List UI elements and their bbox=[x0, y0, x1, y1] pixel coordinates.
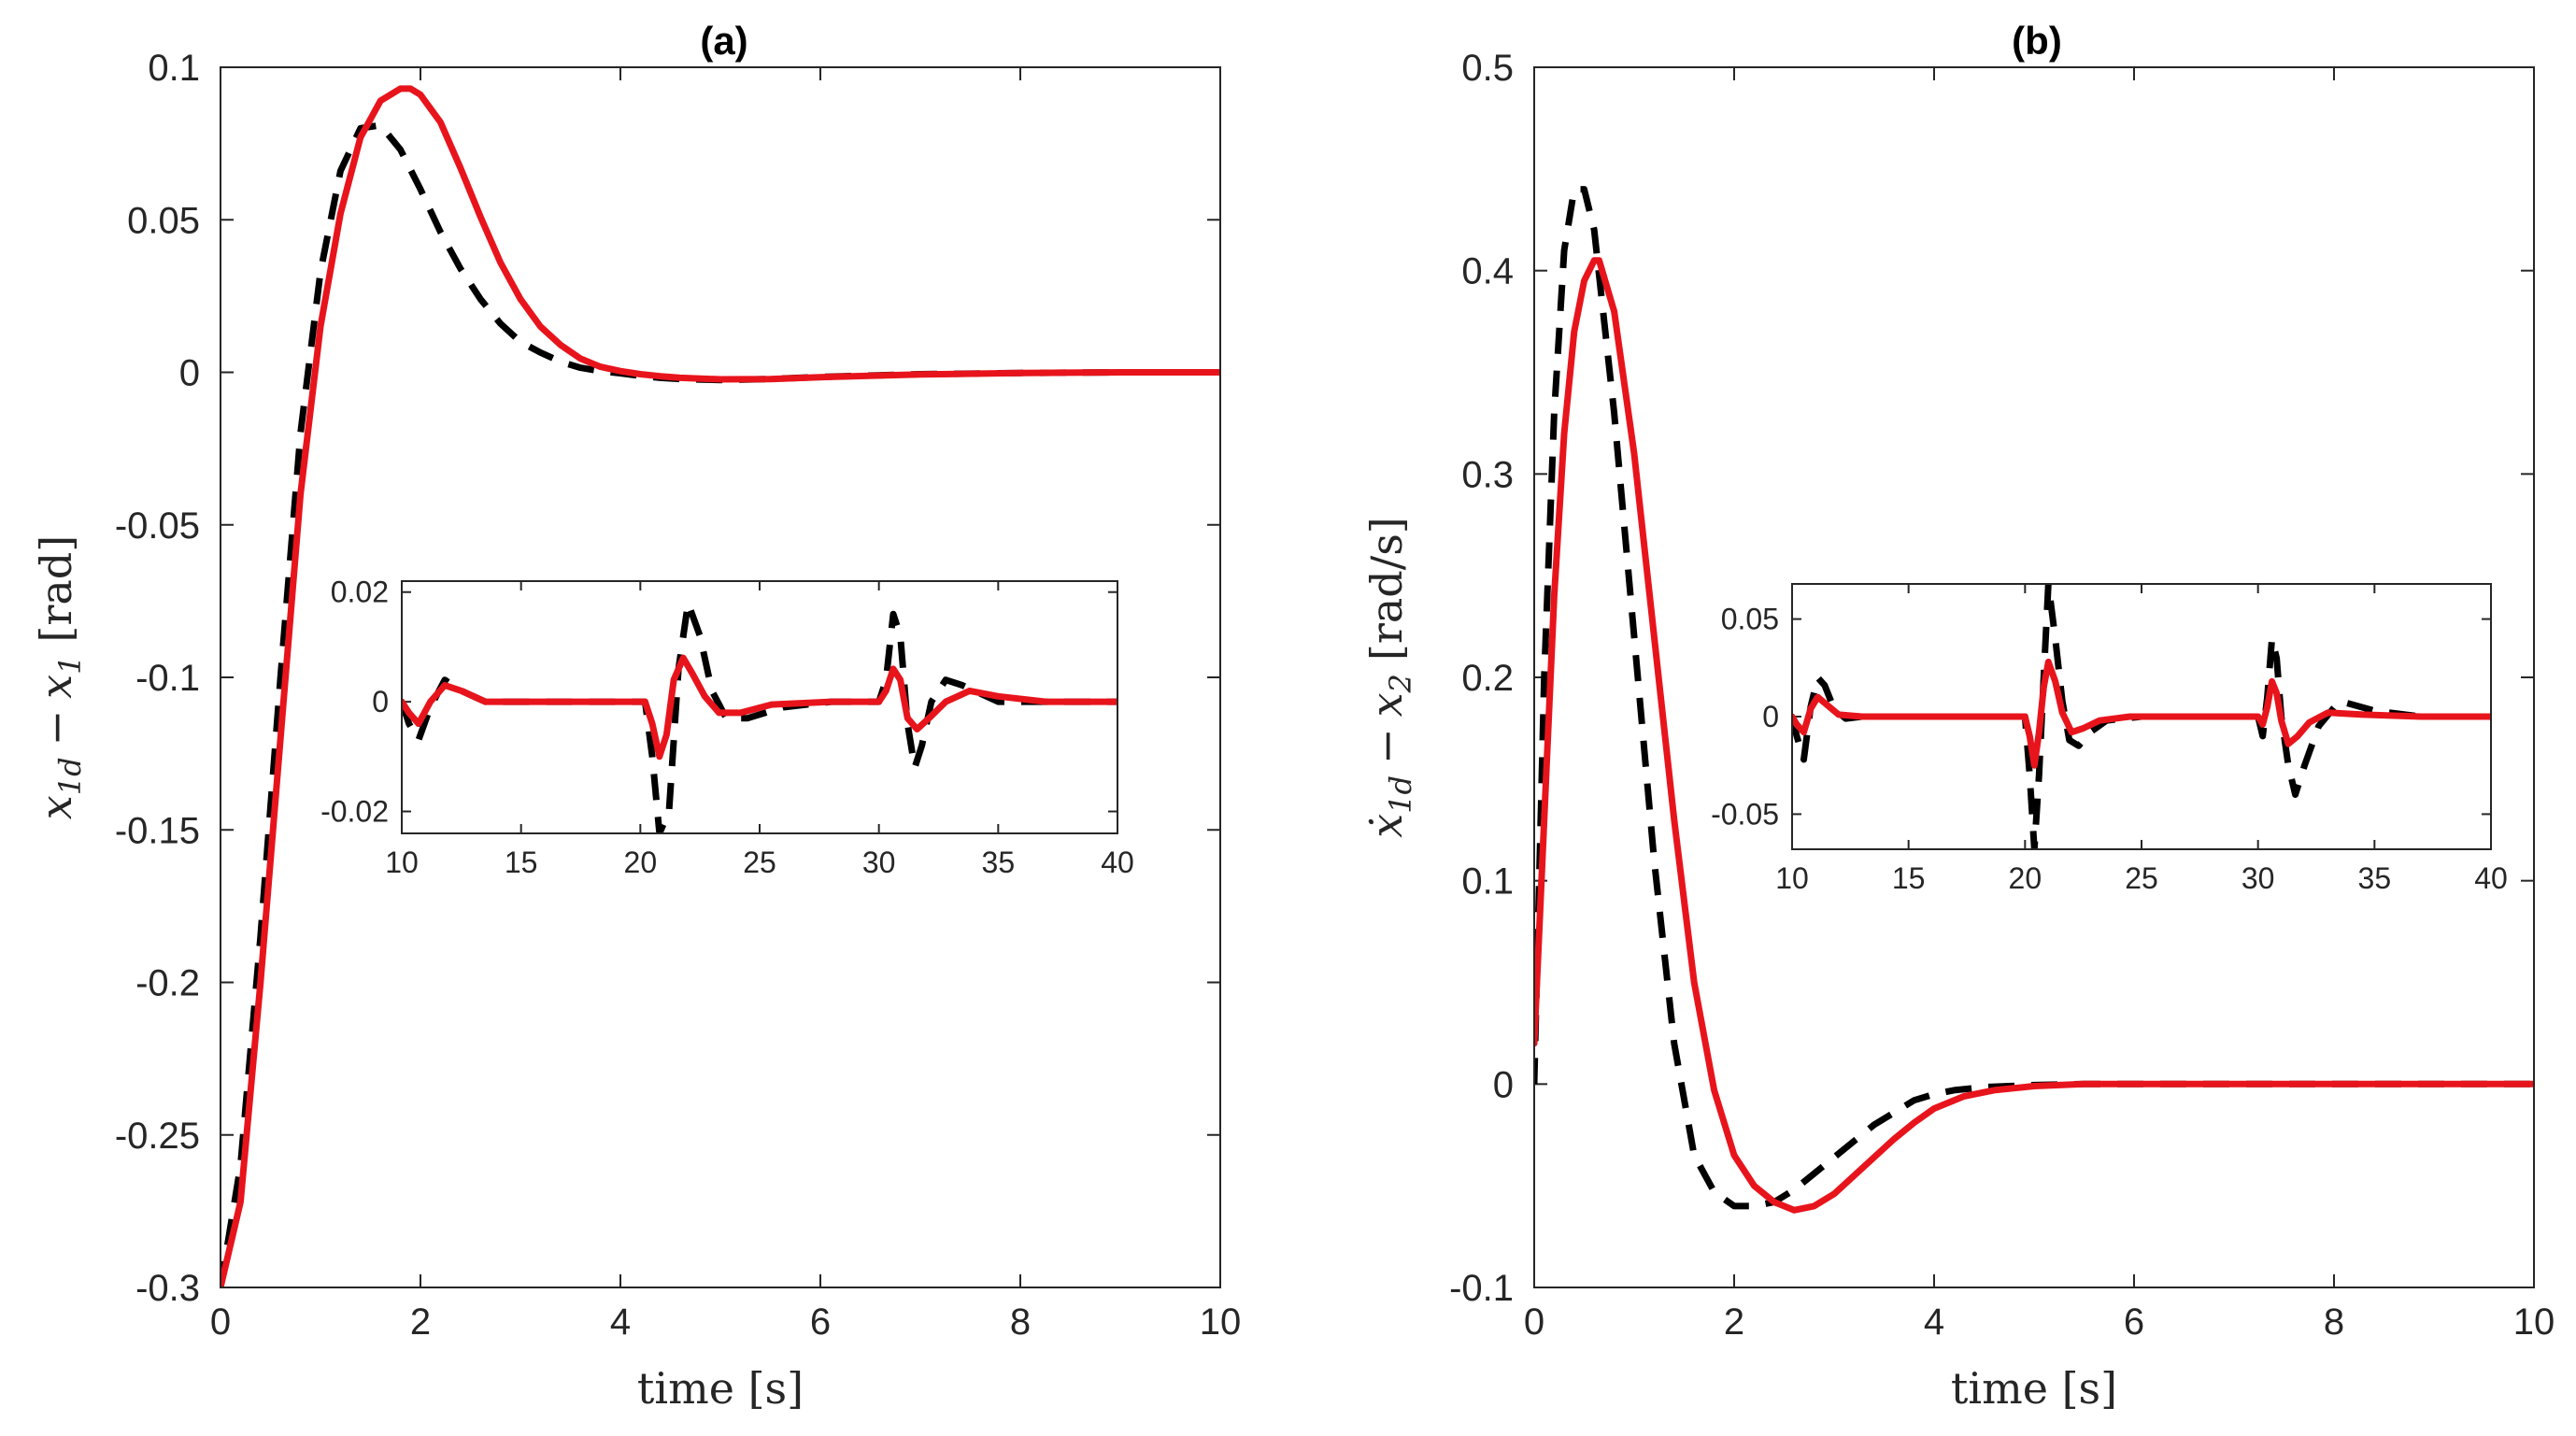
panel-b-inset-series-clip bbox=[1792, 584, 2491, 849]
panel-a-xlabel: time [s] bbox=[637, 1363, 804, 1414]
panel-b-inset-inset-solid-red-line bbox=[1792, 659, 2491, 769]
panel-b-ytick-label: 0.4 bbox=[1461, 251, 1514, 292]
panel-a-xtick-label: 4 bbox=[610, 1301, 631, 1343]
panel-a-ytick-label: -0.25 bbox=[115, 1116, 200, 1157]
panel-b-inset-xtick-label: 10 bbox=[1775, 861, 1809, 895]
panel-b-inset-ytick-label: 0.05 bbox=[1721, 603, 1779, 636]
panel-b-xtick-label: 4 bbox=[1924, 1301, 1944, 1343]
panel-a-inset-xtick-label: 10 bbox=[385, 846, 419, 879]
panel-a-xtick-label: 6 bbox=[810, 1301, 831, 1343]
panel-a-inset-series-clip bbox=[402, 600, 1117, 833]
panel-b-xlabel: time [s] bbox=[1951, 1363, 2117, 1414]
panel-a-ylabel: x1d−x1[rad] bbox=[31, 535, 88, 819]
panel-b-ylabel-sub1: 1d bbox=[1383, 775, 1418, 814]
panel-b-solid-red-line bbox=[1534, 257, 2534, 1214]
panel-b-inset-ytick-label: -0.05 bbox=[1711, 797, 1779, 831]
panel-b-ytick-label: 0 bbox=[1493, 1064, 1514, 1105]
panel-b-ytick-label: 0.2 bbox=[1461, 658, 1514, 699]
panel-a-series-clip bbox=[221, 85, 1220, 1287]
panel-b-inset-inset-dashed-black-line bbox=[1792, 584, 2491, 849]
panel-a-ylabel-sub1: 1d bbox=[52, 757, 88, 795]
panel-b-inset-series bbox=[1792, 584, 2491, 849]
panel-b-xtick-label: 10 bbox=[2513, 1301, 2555, 1343]
panel-a-series bbox=[221, 85, 1220, 1287]
panel-a-ytick-label: -0.2 bbox=[135, 963, 200, 1004]
panel-a-ytick-label: -0.3 bbox=[135, 1268, 200, 1309]
panel-a-ylabel-sub2: 1 bbox=[52, 656, 88, 675]
panel-b-ylabel-var2: x bbox=[1361, 692, 1412, 717]
panel-a-ylabel-var1: x bbox=[31, 795, 81, 819]
panel-a-ticks: 0 2 4 6 8 10 -0.3 -0.25 -0.2 -0.15 -0.1 -0.05 0 0.05 0… bbox=[115, 48, 1241, 1343]
panel-a-inset-ytick-label: -0.02 bbox=[320, 795, 389, 829]
panel-b-inset-xtick-label: 40 bbox=[2474, 861, 2508, 895]
panel-a-inset-ytick-label: 0 bbox=[372, 685, 389, 718]
panel-b-inset: 10 15 20 25 30 35 40 0.05 0 -0.05 bbox=[1711, 583, 2508, 895]
panel-b: (b) 0 2 4 6 8 10-0.100.10.20.30.40.5 time [s]… bbox=[1361, 19, 2555, 1414]
panel-a-ytick-label: 0 bbox=[179, 353, 200, 394]
panel-b-ylabel-var1: ẋ bbox=[1361, 814, 1412, 838]
panel-a-inset-xtick-label: 30 bbox=[862, 846, 896, 879]
panel-b-ytick-label: 0.3 bbox=[1461, 454, 1514, 495]
panel-b-inset-xtick-label: 35 bbox=[2358, 861, 2392, 895]
panel-b-inset-ticks: 10 15 20 25 30 35 40 0.05 0 -0.05 bbox=[1711, 584, 2508, 895]
panel-a: (a) 0 2 4 6 8 10-0.3-0.25-0.2-0.15-0.1-0.0500… bbox=[31, 19, 1241, 1414]
panel-a-plot-frame bbox=[220, 66, 1221, 1288]
panel-b-inset-xtick-label: 20 bbox=[2009, 861, 2042, 895]
panel-a-solid-red-line bbox=[221, 85, 1220, 1287]
panel-b-inset-frame bbox=[1791, 583, 2492, 850]
panel-a-ytick-label: -0.15 bbox=[115, 810, 200, 851]
panel-b-series bbox=[1534, 186, 2534, 1214]
panel-a-inset-series bbox=[402, 600, 1117, 833]
panel-b-inset-ytick-label: 0 bbox=[1762, 700, 1779, 733]
panel-a-inset-inset-solid-red-line bbox=[402, 654, 1117, 761]
panel-b-dashed-black-line bbox=[1534, 186, 2534, 1210]
panel-a-inset: 10 15 20 25 30 35 40 0.02 0 -0.02 bbox=[320, 576, 1134, 879]
panel-b-ytick-label: 0.1 bbox=[1461, 861, 1514, 903]
panel-b-ylabel: ẋ1d − x2 [rad/s] bbox=[1361, 517, 1418, 838]
panel-a-xtick-label: 2 bbox=[410, 1301, 431, 1343]
panel-a-inset-xtick-label: 25 bbox=[743, 846, 776, 879]
panel-a-xtick-label: 10 bbox=[1200, 1301, 1242, 1343]
panel-a-title: (a) bbox=[700, 19, 747, 63]
panel-a-ytick-label: 0.1 bbox=[148, 48, 200, 89]
panel-b-xtick-label: 6 bbox=[2124, 1301, 2144, 1343]
panel-a-inset-ytick-label: 0.02 bbox=[331, 576, 389, 609]
panel-b-plot-frame bbox=[1533, 66, 2535, 1288]
panel-a-ytick-label: -0.05 bbox=[115, 505, 200, 547]
panel-a-ylabel-unit: [rad] bbox=[31, 535, 81, 643]
panel-b-inset-xtick-label: 15 bbox=[1892, 861, 1926, 895]
panel-a-inset-xtick-label: 15 bbox=[505, 846, 538, 879]
panel-a-inset-frame bbox=[401, 580, 1118, 834]
panel-b-xtick-label: 2 bbox=[1724, 1301, 1744, 1343]
panel-a-ylabel-var2: x bbox=[31, 675, 81, 699]
panel-b-inset-xtick-label: 25 bbox=[2125, 861, 2158, 895]
panel-a-ylabel-op: − bbox=[31, 710, 81, 746]
panel-b-ylabel-unit: [rad/s] bbox=[1361, 517, 1412, 661]
panel-b-ytick-label: -0.1 bbox=[1449, 1268, 1514, 1309]
panel-b-ytick-label: 0.5 bbox=[1461, 48, 1514, 89]
panel-a-inset-xtick-label: 35 bbox=[982, 846, 1016, 879]
panel-b-ylabel-op: − bbox=[1361, 728, 1412, 764]
panel-b-series-clip bbox=[1534, 186, 2534, 1214]
panel-a-xtick-label: 8 bbox=[1010, 1301, 1031, 1343]
panel-a-ytick-label: -0.1 bbox=[135, 658, 200, 699]
panel-b-ylabel-sub2: 2 bbox=[1383, 674, 1418, 693]
panel-b-inset-xtick-label: 30 bbox=[2242, 861, 2275, 895]
panel-a-ytick-label: 0.05 bbox=[127, 200, 200, 241]
panel-a-inset-xtick-label: 20 bbox=[624, 846, 658, 879]
panel-b-xtick-label: 8 bbox=[2324, 1301, 2344, 1343]
panel-a-xtick-label: 0 bbox=[210, 1301, 231, 1343]
panel-b-title: (b) bbox=[2012, 19, 2062, 63]
panel-a-inset-xtick-label: 40 bbox=[1101, 846, 1134, 879]
panel-b-xtick-label: 0 bbox=[1524, 1301, 1544, 1343]
panel-a-inset-ticks: 10 15 20 25 30 35 40 0.02 0 -0.02 bbox=[320, 576, 1134, 879]
